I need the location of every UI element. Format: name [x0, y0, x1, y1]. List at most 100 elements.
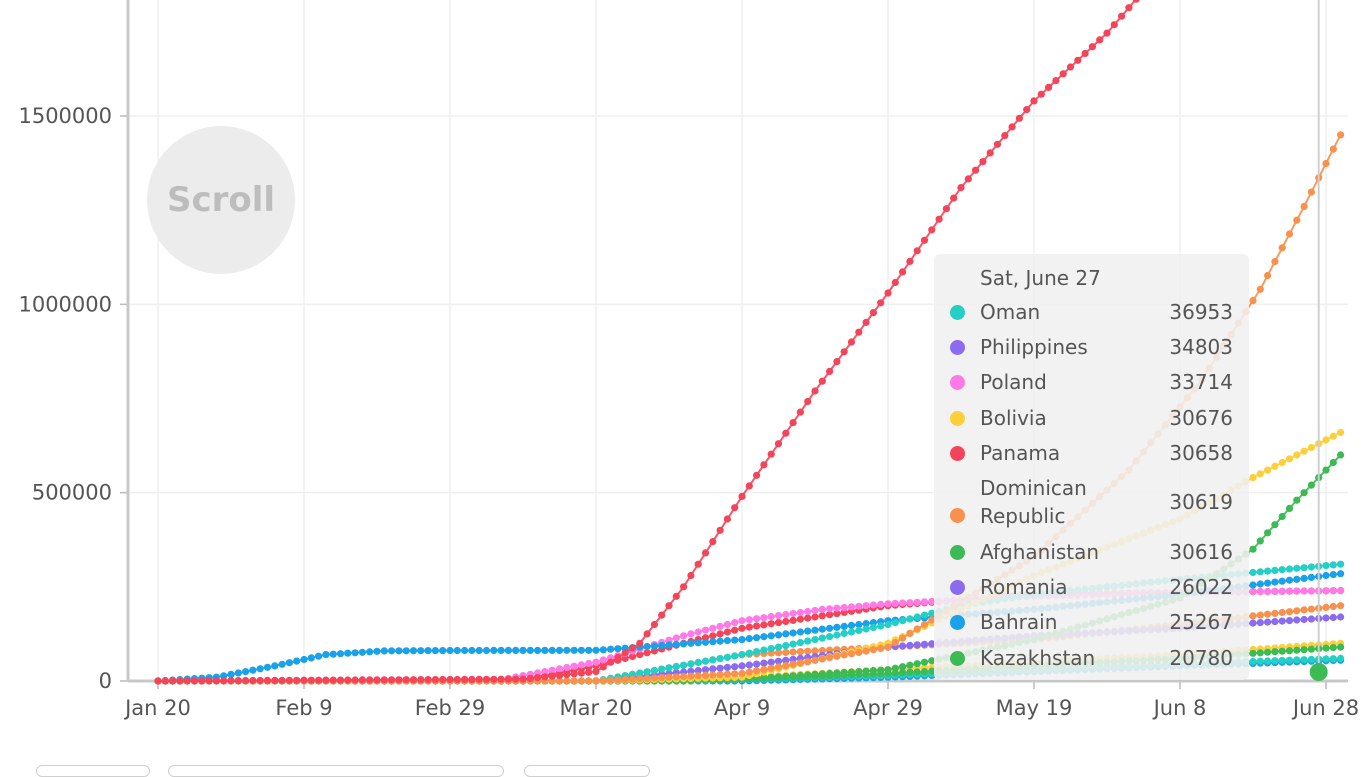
data-point: [563, 663, 571, 672]
data-point: [1264, 466, 1272, 474]
data-point: [1264, 567, 1272, 575]
data-point: [672, 662, 680, 671]
data-point: [1066, 63, 1075, 71]
legend-dot: [950, 615, 965, 630]
data-point: [869, 601, 878, 609]
data-point: [1300, 646, 1308, 654]
bottom-control-2[interactable]: [168, 765, 504, 777]
y-tick-label: 500000: [32, 481, 112, 505]
data-point: [1329, 587, 1337, 595]
tooltip-row: Bahrain 25267: [934, 608, 1249, 638]
data-point: [796, 648, 805, 656]
data-point: [453, 675, 461, 684]
legend-dot: [950, 375, 965, 390]
tooltip-country: Kazakhstan: [980, 646, 1096, 670]
data-point: [1271, 578, 1279, 586]
x-tick-label: Jan 20: [123, 696, 191, 720]
data-point: [1278, 587, 1286, 595]
data-point: [818, 646, 826, 655]
data-point: [468, 646, 476, 655]
bottom-control-1[interactable]: [36, 765, 150, 777]
data-point: [701, 549, 710, 557]
data-point: [373, 676, 381, 684]
data-point: [782, 662, 790, 670]
data-point: [1293, 216, 1301, 224]
data-point: [409, 676, 418, 684]
data-point: [1322, 571, 1330, 580]
data-point: [1322, 603, 1330, 612]
data-point: [431, 676, 439, 684]
data-point: [840, 668, 848, 677]
data-point: [1300, 615, 1308, 624]
data-point: [1271, 587, 1279, 596]
data-point: [665, 641, 673, 649]
data-point: [628, 644, 637, 652]
data-point: [607, 658, 615, 666]
data-point: [1307, 645, 1315, 653]
data-point: [716, 526, 724, 534]
data-point: [1337, 654, 1345, 663]
data-point: [1307, 587, 1315, 595]
data-point: [833, 610, 841, 618]
data-point: [1045, 83, 1053, 91]
bottom-control-3[interactable]: [524, 765, 650, 777]
data-point: [796, 671, 805, 680]
data-point: [796, 608, 805, 617]
data-point: [482, 646, 491, 655]
data-point: [774, 631, 783, 639]
data-point: [388, 676, 396, 684]
data-point: [1008, 123, 1016, 131]
data-point: [884, 666, 892, 674]
data-point: [519, 646, 527, 655]
data-point: [884, 600, 892, 608]
x-tick-label: Apr 9: [714, 696, 770, 720]
tooltip-row: Poland 33714: [934, 368, 1249, 398]
data-point: [585, 646, 593, 654]
data-point: [227, 670, 235, 679]
tooltip-country-line: Dominican: [980, 476, 1087, 500]
data-point: [1249, 588, 1257, 596]
data-point: [344, 676, 352, 684]
data-point: [1271, 657, 1279, 665]
data-point: [628, 652, 637, 661]
data-point: [1249, 297, 1257, 305]
tooltip-country: Panama: [980, 441, 1061, 465]
data-point: [650, 674, 659, 682]
data-point: [745, 661, 753, 669]
data-point: [804, 607, 812, 616]
data-point: [745, 482, 753, 490]
data-point: [1285, 617, 1294, 625]
data-point: [1037, 90, 1045, 98]
data-point: [453, 646, 461, 655]
data-point: [1278, 647, 1286, 655]
data-point: [1337, 613, 1345, 621]
tooltip-value: 25267: [1169, 610, 1233, 634]
tooltip-country: Bolivia: [980, 406, 1047, 430]
data-point: [1300, 574, 1308, 583]
x-tick-label: Feb 29: [415, 696, 486, 720]
data-point: [745, 649, 753, 657]
data-point: [840, 629, 848, 638]
data-point: [263, 663, 272, 671]
data-point: [738, 617, 746, 625]
data-point: [804, 637, 812, 645]
data-point: [599, 646, 607, 654]
data-point: [490, 675, 498, 683]
scroll-badge[interactable]: Scroll: [147, 126, 295, 274]
data-point: [1293, 564, 1301, 572]
tooltip-country: Afghanistan: [980, 540, 1100, 564]
data-point: [855, 328, 863, 336]
data-point: [716, 622, 724, 631]
data-point: [709, 538, 717, 546]
data-point: [957, 184, 965, 192]
y-tick-label: 0: [99, 669, 112, 693]
data-point: [913, 668, 921, 676]
data-point: [906, 257, 914, 265]
data-point: [869, 646, 878, 654]
data-point: [701, 638, 710, 646]
data-point: [774, 619, 783, 627]
data-point: [731, 626, 739, 634]
data-point: [541, 646, 549, 655]
data-point: [804, 627, 812, 635]
